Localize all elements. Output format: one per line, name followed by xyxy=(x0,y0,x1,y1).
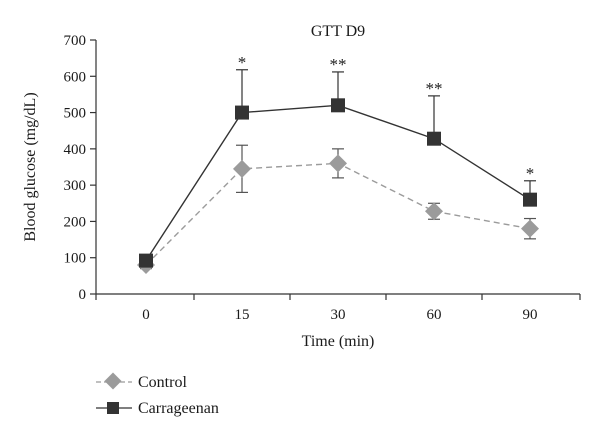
significance-label: ** xyxy=(330,55,347,74)
data-point-square xyxy=(427,131,441,146)
significance-layer: * ***** xyxy=(238,53,535,183)
series-carrageenan xyxy=(139,69,537,268)
y-axis-title: Blood glucose (mg/dL) xyxy=(22,92,39,241)
legend-marker-carrageenan xyxy=(107,402,119,414)
data-point-square xyxy=(235,105,249,120)
chart-title: GTT D9 xyxy=(311,23,365,40)
series-line xyxy=(145,104,531,261)
y-tick-label: 500 xyxy=(64,106,87,122)
y-tick-label: 600 xyxy=(64,69,87,85)
x-tick-label: 30 xyxy=(331,307,346,323)
x-tick-label: 15 xyxy=(235,307,250,323)
significance-label: ** xyxy=(426,79,443,98)
data-point-diamond xyxy=(233,159,251,178)
x-ticks: 0 15 30 60 90 xyxy=(95,294,581,323)
y-tick-label: 400 xyxy=(64,142,87,158)
legend-marker-control xyxy=(104,372,122,390)
legend-label-control: Control xyxy=(138,374,187,391)
legend-item-control: Control xyxy=(96,372,187,391)
data-point-square xyxy=(139,253,153,268)
y-tick-label: 700 xyxy=(64,33,87,49)
y-tick-label: 100 xyxy=(64,251,87,267)
series-control xyxy=(137,144,539,274)
legend: Control Carrageenan xyxy=(96,372,219,417)
y-tick-label: 0 xyxy=(79,287,87,303)
significance-label: * xyxy=(238,53,247,72)
series-layer xyxy=(137,69,539,274)
x-tick-label: 0 xyxy=(142,307,150,323)
y-ticks: 0 100 200 300 400 500 600 700 xyxy=(64,33,96,303)
legend-item-carrageenan: Carrageenan xyxy=(96,400,219,417)
data-point-diamond xyxy=(521,219,539,238)
x-tick-label: 60 xyxy=(427,307,442,323)
y-tick-label: 200 xyxy=(64,214,87,230)
significance-label: * xyxy=(526,164,535,183)
data-point-square xyxy=(523,192,537,207)
data-point-square xyxy=(331,98,345,113)
series-line xyxy=(145,162,531,266)
x-tick-label: 90 xyxy=(523,307,538,323)
data-point-diamond xyxy=(425,202,443,221)
data-point-diamond xyxy=(329,154,347,173)
legend-label-carrageenan: Carrageenan xyxy=(138,400,219,417)
x-axis-title: Time (min) xyxy=(302,333,375,350)
y-tick-label: 300 xyxy=(64,178,87,194)
